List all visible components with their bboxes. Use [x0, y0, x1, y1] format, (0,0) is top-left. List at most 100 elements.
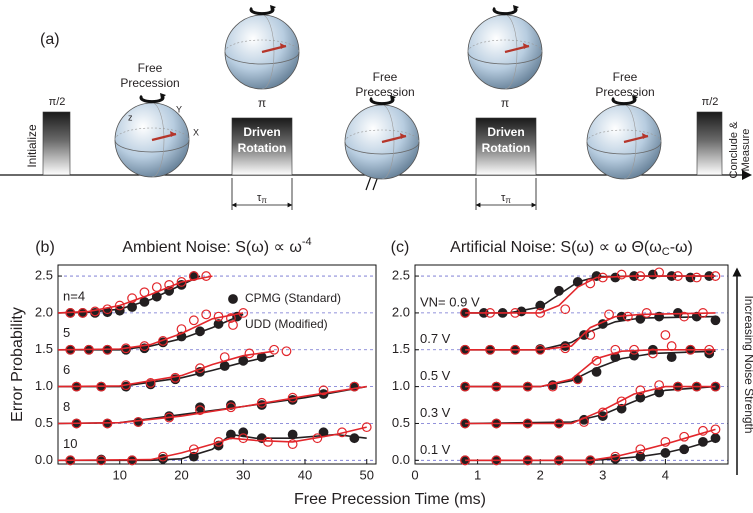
data-point	[65, 344, 76, 355]
legend-marker	[228, 294, 238, 304]
data-point	[195, 402, 205, 413]
data-point	[256, 397, 267, 408]
data-point	[238, 433, 249, 444]
free-precession-label: Precession	[120, 76, 179, 90]
y-tick-label: 2.5	[392, 267, 410, 282]
data-point	[361, 422, 372, 433]
pulse-block	[42, 111, 71, 176]
panel-label: (c)	[391, 239, 410, 256]
bloch-sphere	[223, 3, 301, 91]
data-point	[460, 308, 470, 318]
data-point	[516, 306, 527, 317]
free-precession-label: Precession	[595, 85, 654, 99]
data-point	[65, 308, 76, 318]
title-superscript: -4	[302, 236, 312, 248]
data-point	[337, 427, 347, 438]
data-point	[176, 277, 187, 287]
data-point	[679, 431, 690, 442]
fit-line	[465, 385, 716, 425]
data-point	[510, 344, 521, 355]
data-point	[535, 308, 546, 318]
data-point	[698, 425, 708, 436]
x-tick-label: 40	[298, 467, 312, 482]
data-point	[635, 271, 646, 281]
data-point	[139, 296, 150, 307]
data-point	[604, 309, 614, 320]
conclude-label: Conclude &	[728, 121, 740, 179]
pulse-label: π	[501, 96, 509, 110]
data-point	[225, 402, 236, 413]
x-tick-label: 4	[662, 467, 669, 482]
data-point	[188, 315, 199, 326]
data-point	[679, 311, 690, 322]
x-tick-label: 3	[599, 467, 606, 482]
fit-line	[465, 315, 716, 351]
data-point	[554, 418, 564, 429]
fit-line	[465, 428, 716, 462]
data-point	[139, 341, 150, 351]
data-point	[65, 455, 76, 466]
curve-label: 8	[63, 399, 70, 414]
curve-label: 6	[63, 362, 70, 377]
data-point	[691, 381, 702, 392]
data-point	[287, 392, 298, 403]
data-point	[560, 304, 571, 315]
data-point	[460, 418, 470, 429]
data-point	[102, 304, 113, 315]
data-point	[666, 352, 677, 363]
x-tick-label: 10	[113, 467, 127, 482]
data-point	[151, 282, 162, 293]
curve-label: 5	[63, 325, 70, 340]
data-point	[610, 451, 621, 462]
data-point	[460, 381, 470, 392]
tau-label: τπ	[257, 192, 267, 205]
data-point	[647, 348, 658, 359]
chart-title: Ambient Noise: S(ω) ∝ ω-4	[122, 236, 311, 256]
axis-label: Y	[176, 104, 182, 114]
data-point	[201, 271, 212, 281]
data-point	[622, 311, 633, 322]
pulse-block	[231, 117, 293, 176]
data-point	[616, 396, 627, 407]
data-point	[597, 272, 608, 283]
data-point	[585, 455, 596, 466]
data-point	[522, 455, 533, 466]
data-point	[654, 380, 665, 391]
data-point	[610, 344, 621, 355]
data-point	[560, 343, 571, 354]
data-point	[654, 267, 665, 278]
driven-rotation-label: Rotation	[238, 141, 287, 155]
data-point	[71, 418, 82, 429]
data-point	[238, 308, 249, 318]
data-point	[269, 344, 280, 355]
data-point	[585, 330, 596, 340]
data-point	[188, 451, 199, 462]
y-tick-label: 1.0	[35, 378, 53, 393]
data-point	[349, 433, 360, 444]
data-point	[312, 433, 323, 444]
pulse-label: π/2	[702, 96, 719, 108]
data-point	[616, 269, 627, 280]
data-point	[666, 341, 677, 351]
data-point	[554, 455, 564, 466]
data-point	[635, 451, 646, 462]
data-point	[491, 381, 502, 392]
data-point	[83, 344, 94, 355]
data-point	[213, 319, 224, 329]
curve-label: VN= 0.9 V	[420, 294, 480, 309]
data-point	[195, 326, 205, 337]
data-point	[96, 381, 107, 392]
data-point	[597, 407, 608, 418]
data-point	[710, 271, 721, 281]
free-precession-label: Free	[613, 70, 638, 84]
panel-label: (a)	[40, 31, 60, 48]
data-point	[460, 455, 470, 466]
chart-title: Artificial Noise: S(ω) ∝ ω Θ(ωC-ω)	[450, 239, 693, 258]
y-tick-label: 0.5	[392, 415, 410, 430]
data-point	[704, 344, 715, 355]
data-point	[90, 306, 100, 317]
curve-label: 0.5 V	[420, 368, 451, 383]
data-point	[710, 424, 721, 435]
data-point	[225, 313, 236, 323]
data-point	[195, 405, 205, 416]
